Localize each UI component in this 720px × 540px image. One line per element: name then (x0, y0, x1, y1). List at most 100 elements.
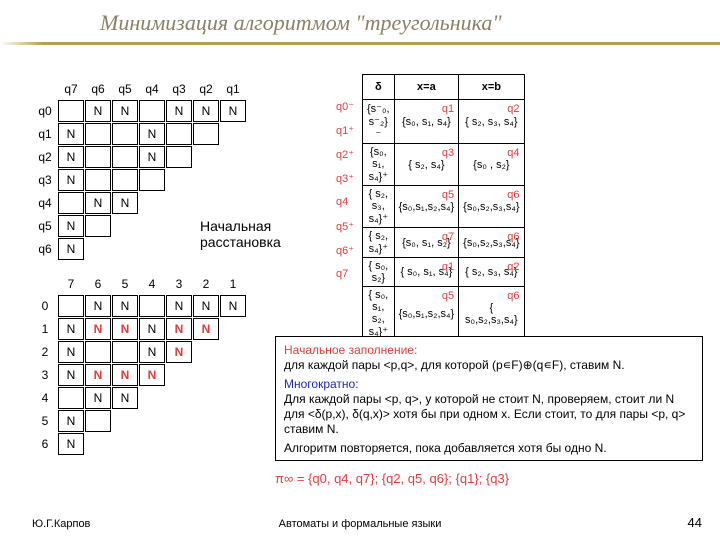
triangle-cell: N (193, 318, 219, 340)
triangle-cell: N (58, 341, 84, 363)
triangle-cell: N (58, 364, 84, 386)
col-label: q6 (85, 79, 111, 99)
triangle-cell: N (85, 364, 111, 386)
col-label: 6 (85, 274, 111, 294)
explain-tail: Алгоритм повторяется, пока добавляется х… (284, 441, 694, 456)
col-label: q4 (139, 79, 165, 99)
triangle-cell: N (58, 433, 84, 455)
triangle-cell: N (166, 100, 192, 122)
triangle-cell: N (58, 215, 84, 237)
col-label: q5 (112, 79, 138, 99)
triangle-cell: N (58, 410, 84, 432)
col-label: q1 (220, 79, 246, 99)
row-label: q2 (33, 146, 57, 168)
triangle-cell (166, 123, 192, 145)
row-label: 0 (33, 295, 57, 317)
delta-row-label: q7 (336, 268, 348, 280)
row-label: 3 (33, 364, 57, 386)
triangle-cell (85, 146, 111, 168)
triangle-cell: N (166, 341, 192, 363)
triangle-cell: N (220, 295, 246, 317)
delta-cell: {s₀ , s₂}q4 (459, 144, 524, 186)
delta-row-label: q3⁺ (336, 172, 354, 185)
triangle-cell (112, 341, 138, 363)
delta-header: x=a (394, 75, 459, 100)
delta-cell: { s₀, s₁, s₄}q1 (394, 258, 459, 287)
row-label: 6 (33, 433, 57, 455)
triangle-cell (112, 146, 138, 168)
delta-row-label: q6⁺ (336, 244, 354, 257)
triangle-cell: N (58, 318, 84, 340)
delta-cell: { s₂, s₃, s₄}q2 (459, 258, 524, 287)
partition-result: π∞ = {q0, q4, q7}; {q2, q5, q6}; {q1}; {… (275, 471, 509, 486)
triangle-cell: N (85, 295, 111, 317)
triangle-cell: N (139, 341, 165, 363)
delta-header: δ (363, 75, 395, 100)
triangle-cell: N (112, 192, 138, 214)
slide-title: Минимизация алгоритмом "треугольника" (100, 10, 502, 36)
explain-text-initial: для каждой пары <p,q>, для которой (p∊F)… (284, 358, 694, 373)
col-label: 1 (220, 274, 246, 294)
delta-state: { s₂, s₃, s₄}⁺ (363, 186, 395, 228)
col-label: 7 (58, 274, 84, 294)
delta-state: { s₀, s₂} (363, 258, 395, 287)
triangle-cell: N (112, 364, 138, 386)
row-label: 4 (33, 387, 57, 409)
triangle-cell: N (85, 387, 111, 409)
delta-cell: {s₀, s₁, s₄}q1 (394, 100, 459, 144)
delta-row-label: q1⁺ (336, 124, 354, 137)
triangle-cell (85, 123, 111, 145)
delta-cell: { s₂, s₄}q3 (394, 144, 459, 186)
row-label: 5 (33, 410, 57, 432)
triangle-cell: N (166, 295, 192, 317)
title-underline (0, 42, 720, 45)
col-label: 5 (112, 274, 138, 294)
triangle-cell: N (112, 295, 138, 317)
triangle-cell (85, 341, 111, 363)
delta-cell: {s₀, s₁, s₂}q7 (394, 228, 459, 258)
triangle-cell: N (58, 123, 84, 145)
triangle-cell: N (112, 387, 138, 409)
delta-row-label: q4 (336, 196, 348, 208)
triangle-cell (112, 169, 138, 191)
col-label: 3 (166, 274, 192, 294)
result-triangle: 76543210NNNNN1NNNNNN2NNN3NNNN4NN5N6N (32, 273, 247, 456)
triangle-cell: N (85, 192, 111, 214)
triangle-cell (85, 215, 111, 237)
algorithm-explanation-box: Начальное заполнение: для каждой пары <p… (275, 336, 703, 461)
delta-cell: {s₀,s₁,s₂,s₄}q5 (394, 287, 459, 341)
triangle-cell: N (58, 169, 84, 191)
delta-state: { s₂, s₄}⁺ (363, 228, 395, 258)
row-label: q3 (33, 169, 57, 191)
page-number: 44 (688, 515, 702, 530)
triangle-cell (58, 295, 84, 317)
triangle-cell (139, 295, 165, 317)
delta-cell: {s₀,s₂,s₃,s₄}q6 (459, 228, 524, 258)
delta-cell: {s₀,s₂,s₃,s₄}q6 (459, 186, 524, 228)
triangle-cell: N (166, 318, 192, 340)
triangle-cell (166, 146, 192, 168)
row-label: q5 (33, 215, 57, 237)
delta-cell: { s₂, s₃, s₄}q2 (459, 100, 524, 144)
triangle-cell (112, 123, 138, 145)
explain-heading-repeat: Многократно: (284, 377, 359, 391)
initial-triangle-caption: Начальнаярасстановка (200, 218, 281, 250)
explain-text-repeat: Для каждой пары <p, q>, у которой не сто… (284, 392, 694, 437)
triangle-cell (58, 100, 84, 122)
triangle-cell: N (139, 146, 165, 168)
col-label: q3 (166, 79, 192, 99)
row-label: 1 (33, 318, 57, 340)
footer-course: Автоматы и формальные языки (0, 518, 720, 530)
explain-heading-initial: Начальное заполнение: (284, 343, 417, 357)
col-label: q7 (58, 79, 84, 99)
triangle-cell: N (139, 364, 165, 386)
triangle-cell: N (112, 100, 138, 122)
triangle-cell: N (112, 318, 138, 340)
triangle-cell: N (85, 318, 111, 340)
triangle-cell: N (220, 100, 246, 122)
triangle-cell: N (139, 318, 165, 340)
delta-row-label: q2⁺ (336, 148, 354, 161)
triangle-cell (193, 123, 219, 145)
row-label: q0 (33, 100, 57, 122)
triangle-cell: N (193, 100, 219, 122)
